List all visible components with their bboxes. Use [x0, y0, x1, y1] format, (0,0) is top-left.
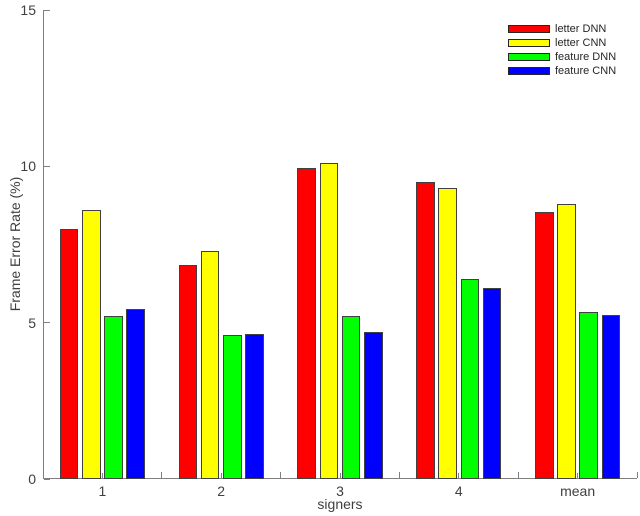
legend-entry-feature-cnn: feature CNN: [508, 64, 616, 78]
bar-letter-dnn-4: [416, 181, 435, 479]
legend-label-letter-dnn: letter DNN: [555, 23, 607, 35]
x-tick: [220, 473, 222, 478]
plot-area: [43, 9, 638, 480]
bar-letter-cnn-3: [319, 163, 339, 479]
x-tick-label: 2: [217, 483, 226, 499]
bar-letter-cnn-2: [200, 250, 220, 479]
legend-entry-letter-dnn: letter DNN: [508, 22, 616, 36]
x-tick: [577, 473, 579, 478]
bar-letter-cnn-1: [82, 210, 101, 479]
bar-feature-cnn-4: [482, 288, 502, 479]
x-tick-label: 4: [454, 483, 463, 499]
bar-feature-dnn-1: [104, 316, 123, 479]
y-axis-title: Frame Error Rate (%): [7, 176, 23, 312]
bar-feature-cnn-1: [126, 308, 145, 479]
y-axis-line: [43, 10, 44, 479]
x-boundary-tick: [636, 472, 638, 478]
bar-letter-dnn-3: [297, 167, 316, 479]
y-tick: [44, 478, 50, 480]
x-boundary-tick: [280, 472, 282, 478]
bar-feature-dnn-mean: [579, 311, 598, 479]
x-boundary-tick: [517, 472, 519, 478]
x-tick-label: mean: [560, 483, 596, 499]
bar-letter-dnn-2: [178, 264, 198, 479]
legend-swatch-letter-cnn: [508, 39, 550, 47]
bar-letter-dnn-mean: [535, 211, 554, 479]
legend-label-feature-dnn: feature DNN: [555, 51, 617, 63]
x-tick-label: 3: [336, 483, 344, 499]
y-tick-label: 0: [28, 471, 36, 487]
legend-swatch-feature-cnn: [508, 67, 550, 75]
bar-feature-cnn-3: [364, 332, 383, 479]
bar-feature-dnn-4: [460, 278, 480, 479]
x-tick: [101, 473, 103, 478]
bar-feature-dnn-3: [341, 316, 361, 479]
x-tick: [458, 473, 460, 478]
y-tick: [44, 165, 50, 167]
legend-label-feature-cnn: feature CNN: [555, 65, 617, 77]
x-boundary-tick: [398, 472, 400, 478]
y-tick: [44, 322, 50, 324]
bar-feature-cnn-mean: [601, 314, 621, 479]
bar-letter-dnn-1: [59, 228, 79, 479]
legend-swatch-letter-dnn: [508, 25, 550, 33]
legend-entry-letter-cnn: letter CNN: [508, 36, 616, 50]
legend-entry-feature-dnn: feature DNN: [508, 50, 616, 64]
legend-label-letter-cnn: letter CNN: [555, 37, 607, 49]
x-tick: [339, 473, 341, 478]
bar-letter-cnn-mean: [557, 203, 576, 479]
x-axis-title: signers: [317, 496, 363, 512]
y-tick-label: 15: [20, 2, 36, 18]
bar-feature-cnn-2: [245, 333, 264, 479]
legend-swatch-feature-dnn: [508, 53, 550, 61]
y-tick-label: 10: [20, 158, 36, 175]
bar-letter-cnn-4: [438, 188, 457, 479]
y-tick-label: 5: [28, 314, 36, 331]
x-tick-label: 1: [98, 483, 107, 499]
x-axis-line: [43, 478, 637, 479]
legend: letter DNN letter CNN feature DNN featur…: [508, 22, 616, 78]
bar-feature-dnn-2: [223, 335, 242, 479]
y-tick: [44, 9, 50, 11]
x-boundary-tick: [161, 472, 163, 478]
